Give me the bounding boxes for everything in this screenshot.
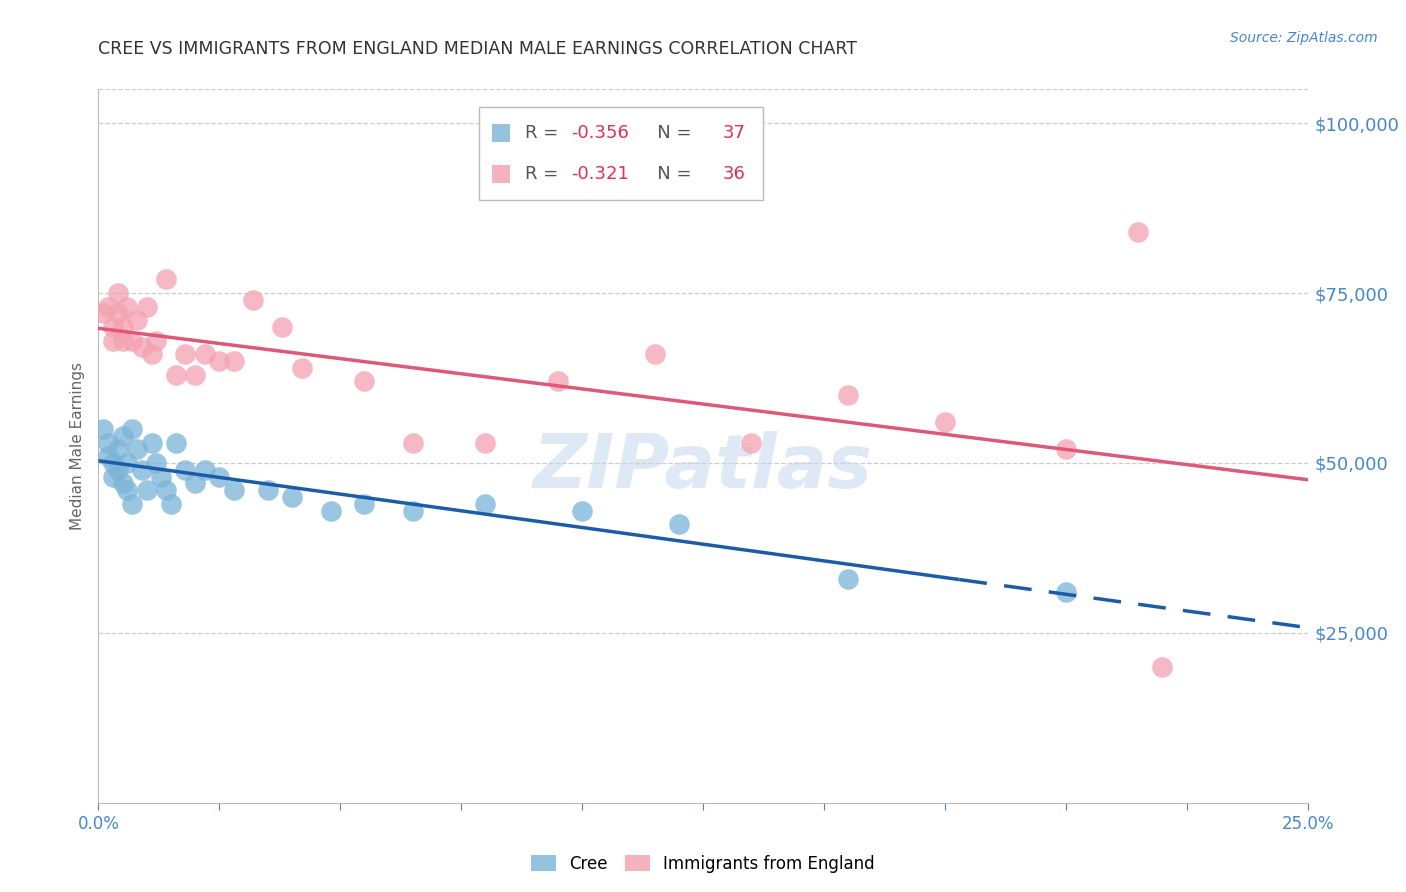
Text: N =: N = (640, 124, 697, 142)
Point (571, 503, 593, 517)
Point (194, 463, 217, 477)
Point (127, 442, 149, 457)
Point (174, 463, 197, 477)
Point (184, 368, 207, 382)
Point (97, 449, 120, 463)
Point (353, 497, 375, 511)
Point (402, 503, 425, 517)
Point (165, 368, 187, 382)
Point (91, 422, 114, 436)
Point (145, 334, 167, 348)
Y-axis label: Median Male Earnings: Median Male Earnings (69, 362, 84, 530)
Point (121, 497, 143, 511)
Point (141, 347, 163, 361)
Point (474, 435, 496, 450)
Point (150, 469, 173, 483)
Point (160, 497, 183, 511)
Point (837, 572, 859, 586)
Point (222, 483, 245, 498)
Point (547, 375, 569, 389)
Point (121, 422, 143, 436)
Point (111, 429, 134, 443)
Text: R =: R = (526, 124, 564, 142)
Point (242, 293, 264, 307)
Point (117, 300, 139, 314)
Point (97, 435, 120, 450)
Text: -0.356: -0.356 (571, 124, 628, 142)
Point (165, 435, 187, 450)
Point (1054, 442, 1077, 457)
Text: R =: R = (526, 165, 564, 183)
Point (101, 334, 124, 348)
Point (107, 286, 129, 301)
Text: Source: ZipAtlas.com: Source: ZipAtlas.com (1230, 31, 1378, 45)
Legend: Cree, Immigrants from England: Cree, Immigrants from England (524, 848, 882, 880)
Point (91, 306, 114, 320)
Point (141, 435, 163, 450)
Point (1152, 660, 1174, 674)
Point (111, 320, 134, 334)
Point (117, 483, 139, 498)
Point (101, 320, 124, 334)
Text: CREE VS IMMIGRANTS FROM ENGLAND MEDIAN MALE EARNINGS CORRELATION CHART: CREE VS IMMIGRANTS FROM ENGLAND MEDIAN M… (98, 40, 858, 58)
Text: 36: 36 (723, 165, 745, 183)
Point (127, 313, 149, 327)
Text: N =: N = (640, 165, 697, 183)
Point (271, 320, 294, 334)
Point (121, 334, 143, 348)
Point (107, 306, 129, 320)
Point (1128, 225, 1150, 239)
Point (155, 272, 177, 286)
Point (474, 497, 496, 511)
Point (155, 483, 177, 498)
Point (184, 476, 207, 491)
Point (111, 476, 134, 491)
Point (101, 456, 124, 470)
Point (131, 463, 153, 477)
Point (222, 354, 245, 368)
Text: ZIPatlas: ZIPatlas (533, 431, 873, 504)
Point (131, 341, 153, 355)
Point (194, 347, 217, 361)
Point (174, 347, 197, 361)
Point (1054, 585, 1077, 599)
Point (111, 334, 134, 348)
Point (353, 375, 375, 389)
Point (319, 503, 342, 517)
Point (281, 490, 304, 504)
Text: 37: 37 (723, 124, 745, 142)
Point (135, 300, 157, 314)
Point (101, 469, 124, 483)
Point (97, 300, 120, 314)
Point (256, 483, 278, 498)
Point (644, 347, 666, 361)
Point (145, 456, 167, 470)
Point (290, 360, 312, 375)
FancyBboxPatch shape (479, 107, 763, 200)
Point (107, 463, 129, 477)
Point (402, 435, 425, 450)
Point (668, 517, 690, 532)
Point (837, 388, 859, 402)
Point (117, 456, 139, 470)
Point (740, 435, 762, 450)
Point (208, 469, 231, 483)
Point (107, 442, 129, 457)
Point (135, 483, 157, 498)
Point (208, 354, 231, 368)
Text: -0.321: -0.321 (571, 165, 628, 183)
Point (934, 415, 956, 429)
